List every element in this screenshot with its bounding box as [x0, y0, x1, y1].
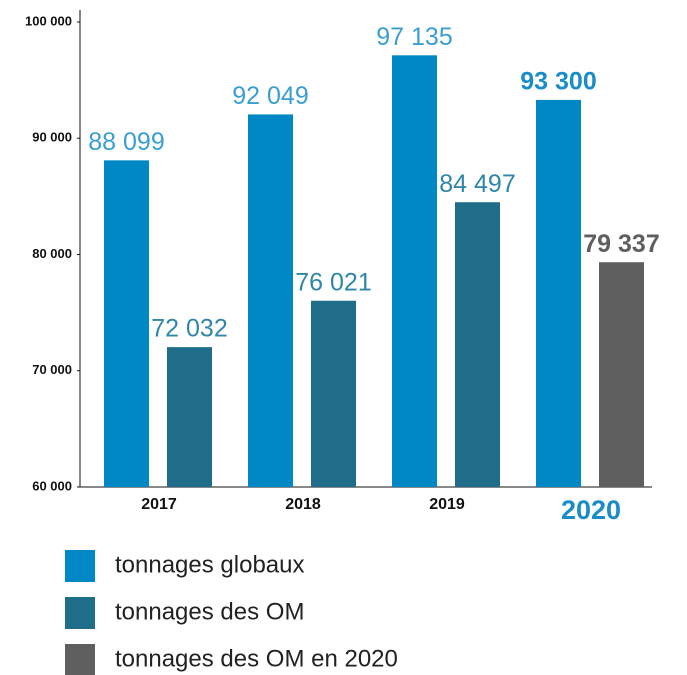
bar — [248, 114, 293, 488]
bar — [311, 300, 356, 487]
value-label: 72 032 — [151, 315, 227, 343]
legend-swatch — [65, 644, 95, 675]
legend-swatch — [65, 597, 95, 629]
bar — [455, 202, 500, 487]
x-tick-label: 2019 — [429, 496, 465, 513]
legend-label: tonnages des OM en 2020 — [115, 645, 398, 672]
bar — [167, 347, 212, 487]
value-label: 76 021 — [295, 268, 371, 296]
y-tick-label: 100 000 — [25, 13, 72, 28]
value-label: 92 049 — [232, 82, 308, 110]
legend-label: tonnages globaux — [115, 551, 305, 578]
bar — [392, 55, 437, 487]
bar — [599, 262, 644, 487]
bar — [104, 160, 149, 487]
y-tick-label: 70 000 — [32, 362, 72, 377]
y-tick-label: 60 000 — [32, 478, 72, 493]
value-label: 93 300 — [520, 67, 596, 95]
y-tick-label: 80 000 — [32, 246, 72, 261]
y-tick-label: 90 000 — [32, 130, 72, 145]
x-tick-label: 2018 — [285, 496, 321, 513]
x-tick-label: 2017 — [141, 496, 177, 513]
legend-swatch — [65, 550, 95, 582]
value-label: 84 497 — [439, 170, 515, 198]
legend-label: tonnages des OM — [115, 598, 304, 625]
bar — [536, 99, 581, 487]
value-label: 79 337 — [583, 230, 659, 258]
value-label: 88 099 — [88, 128, 164, 156]
x-tick-label: 2020 — [561, 495, 621, 525]
value-label: 97 135 — [376, 23, 452, 51]
